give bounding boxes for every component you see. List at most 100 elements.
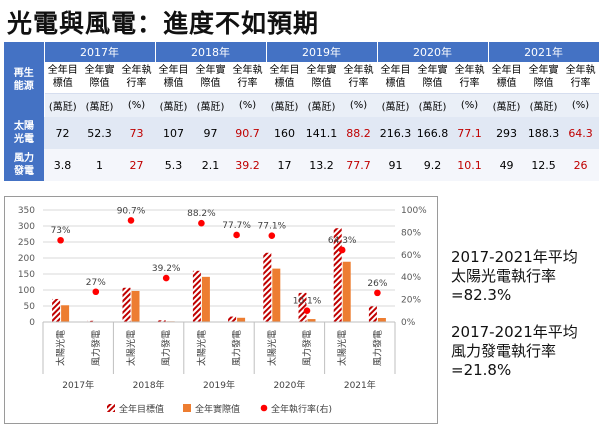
unit-cell: (%) [229, 93, 267, 117]
chart-panel: 0 50 100 150 200 250 300 350 0% 20% 40% 60% 80% 100% 7… [4, 196, 438, 424]
unit-cell: (萬瓩) [44, 93, 81, 117]
y-right-tick-label: 60% [401, 251, 421, 261]
rate-cell: 77.7 [340, 149, 378, 181]
bar-target [52, 298, 61, 322]
bar-target [192, 270, 201, 322]
unit-cell: (萬瓩) [155, 93, 193, 117]
sub-header-cell: 全年執行率 [451, 62, 489, 94]
value-cell: 97 [192, 117, 230, 149]
rate-point [162, 274, 170, 282]
row-header-wind: 風力 發電 [4, 149, 44, 181]
unit-cell: (萬瓩) [81, 93, 118, 117]
rate-cell: 26 [562, 149, 600, 181]
y-right-tick-label: 40% [401, 273, 421, 283]
unit-row: (萬瓩) (萬瓩) (%) (萬瓩) (萬瓩) (%) (萬瓩) (萬瓩) (%) (萬瓩) (萬瓩… [4, 93, 600, 117]
bar-target [157, 320, 166, 322]
corner-header: 再生 能源 [4, 42, 45, 117]
value-cell: 52.3 [81, 117, 118, 149]
page-title: 光電與風電：進度不如預期 [7, 9, 320, 38]
year-header: 2020年 [377, 42, 489, 62]
rate-point [338, 246, 346, 254]
rate-data-label: 39.2% [152, 264, 181, 274]
unit-cell: (%) [340, 93, 378, 117]
category-label: 太陽光電 [195, 330, 207, 366]
bar-target [122, 287, 131, 322]
group-year-label: 2018年 [133, 379, 165, 391]
y-left-tick-label: 0 [29, 318, 35, 328]
category-label: 風力發電 [301, 330, 313, 366]
year-header-row: 再生 能源 2017年 2018年 2019年 2020年 2021年 [4, 42, 600, 117]
value-cell: 216.3 [377, 117, 415, 149]
rate-data-label: 26% [367, 279, 387, 289]
sub-header-cell: 全年目標值 [266, 62, 304, 94]
year-header: 2021年 [488, 42, 600, 62]
value-cell: 13.2 [303, 149, 341, 181]
wind-average-note: 2017-2021年平均 風力發電執行率 =21.8% [451, 323, 578, 380]
sub-header-cell: 全年實際值 [525, 62, 563, 94]
note-line: 2017-2021年平均 [451, 248, 578, 266]
unit-cell: (萬瓩) [488, 93, 526, 117]
rate-data-label: 27% [86, 278, 106, 288]
bar-target [87, 320, 96, 322]
sub-header-cell: 全年目標值 [44, 62, 81, 94]
row-header-solar: 太陽 光電 [4, 117, 44, 149]
rate-cell: 64.3 [562, 117, 600, 149]
sub-header-cell: 全年目標值 [155, 62, 193, 94]
bar-target [228, 316, 237, 322]
solar-average-note: 2017-2021年平均 太陽光電執行率 =82.3% [451, 248, 578, 305]
year-header: 2017年 [44, 42, 156, 62]
y-left-tick-label: 200 [18, 254, 35, 264]
y-right-tick-label: 100% [401, 206, 427, 216]
sub-header-cell: 全年實際值 [81, 62, 118, 94]
bar-actual [342, 261, 351, 322]
y-left-tick-label: 100 [18, 286, 35, 296]
sub-header-cell: 全年實際值 [192, 62, 230, 94]
rate-data-label: 10.1% [293, 297, 322, 307]
value-cell: 91 [377, 149, 415, 181]
bar-actual [201, 276, 210, 322]
group-year-label: 2020年 [273, 379, 305, 391]
rate-point [374, 289, 381, 297]
unit-cell: (萬瓩) [377, 93, 415, 117]
bar-target [298, 292, 307, 322]
note-line: 風力發電執行率 [451, 342, 557, 360]
group-year-label: 2019年 [203, 379, 235, 391]
sub-header-cell: 全年執行率 [340, 62, 378, 94]
rate-data-label: 64.3% [328, 236, 357, 246]
value-cell: 160 [266, 117, 304, 149]
value-cell: 17 [266, 149, 304, 181]
category-label: 太陽光電 [336, 330, 348, 366]
y-right-tick-label: 80% [401, 228, 421, 238]
category-label: 太陽光電 [125, 330, 137, 366]
value-cell: 9.2 [414, 149, 452, 181]
rate-data-label: 73% [51, 226, 71, 236]
note-line: 太陽光電執行率 [451, 267, 557, 285]
group-year-label: 2017年 [62, 379, 94, 391]
y-right-tick-label: 20% [401, 296, 421, 306]
sub-header-cell: 全年執行率 [118, 62, 156, 94]
y-right-tick-label: 0% [401, 318, 416, 328]
unit-cell: (萬瓩) [266, 93, 304, 117]
value-cell: 141.1 [303, 117, 341, 149]
note-line: 2017-2021年平均 [451, 323, 578, 341]
unit-cell: (%) [562, 93, 600, 117]
y-left-tick-label: 300 [18, 222, 35, 232]
table-row-solar: 太陽 光電 72 52.3 73 107 97 90.7 160 141.1 88.2 216.3 1… [4, 117, 600, 149]
bar-actual [307, 319, 316, 322]
unit-cell: (萬瓩) [525, 93, 563, 117]
value-cell: 12.5 [525, 149, 563, 181]
bar-actual [377, 318, 386, 322]
bar-actual [131, 290, 140, 322]
category-label: 風力發電 [371, 330, 383, 366]
category-label: 太陽光電 [266, 330, 278, 366]
category-label: 太陽光電 [55, 330, 67, 366]
legend-label-actual: 全年實際值 [195, 403, 240, 415]
value-cell: 5.3 [155, 149, 193, 181]
rate-point [92, 288, 100, 296]
category-label: 風力發電 [231, 330, 243, 366]
sub-header-row: 全年目標值 全年實際值 全年執行率 全年目標值 全年實際值 全年執行率 全年目標值 全年實際值… [4, 62, 600, 94]
rate-point [268, 232, 276, 239]
rate-data-label: 77.1% [258, 222, 287, 232]
value-cell: 49 [488, 149, 526, 181]
value-cell: 2.1 [192, 149, 230, 181]
